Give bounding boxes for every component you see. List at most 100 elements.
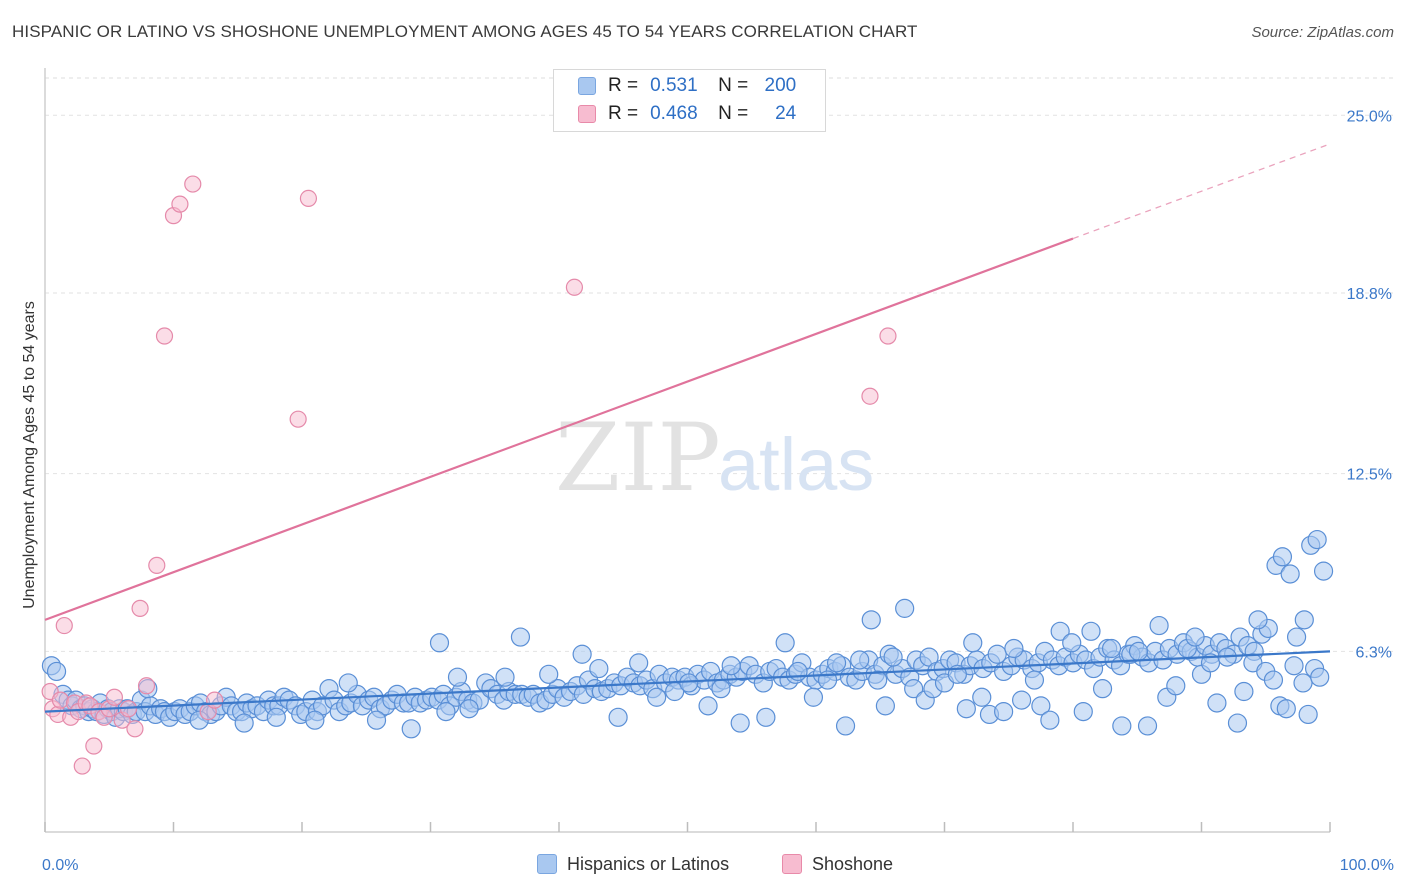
hispanics-point bbox=[608, 707, 628, 727]
hispanics-point bbox=[1200, 653, 1221, 673]
legend-row-hispanics: R = 0.531 N = 200 bbox=[554, 73, 796, 99]
hispanics-point bbox=[1263, 670, 1284, 690]
x-tick-label: 100.0% bbox=[1340, 857, 1394, 874]
hispanics-point bbox=[1031, 696, 1051, 716]
bottom-legend-label-shoshone: Shoshone bbox=[812, 853, 894, 874]
hispanics-point bbox=[1272, 547, 1293, 567]
hispanics-point bbox=[1185, 627, 1205, 647]
legend-n-label: N = bbox=[718, 75, 749, 96]
hispanics-point bbox=[1280, 564, 1300, 584]
hispanics-trend-line bbox=[44, 650, 1331, 713]
hispanics-point bbox=[589, 658, 609, 679]
legend-box: R = 0.531 N = 200 R = 0.468 N = 24 bbox=[553, 69, 826, 132]
y-tick-label: 6.3% bbox=[1356, 644, 1392, 661]
legend-r-value: 0.468 bbox=[650, 103, 698, 124]
shoshone-point bbox=[289, 410, 307, 428]
bottom-swatch-shoshone bbox=[782, 854, 802, 874]
shoshone-point bbox=[171, 195, 189, 213]
hispanics-point bbox=[835, 716, 856, 736]
hispanics-point bbox=[459, 699, 479, 719]
y-tick-label: 12.5% bbox=[1347, 467, 1392, 484]
hispanics-point bbox=[1137, 716, 1158, 736]
shoshone-point bbox=[131, 599, 149, 617]
hispanics-point bbox=[495, 667, 515, 687]
hispanics-point bbox=[1092, 679, 1113, 699]
hispanics-point bbox=[956, 699, 976, 719]
hispanics-point bbox=[868, 670, 888, 690]
watermark: ZIP atlas bbox=[555, 404, 874, 513]
shoshone-points bbox=[41, 175, 897, 775]
hispanics-point bbox=[510, 627, 531, 647]
hispanics-point bbox=[1081, 621, 1101, 641]
hispanics-point bbox=[1011, 690, 1032, 710]
hispanics-point bbox=[994, 701, 1014, 722]
hispanics-point bbox=[826, 653, 847, 673]
hispanics-point bbox=[1286, 627, 1307, 647]
hispanics-point bbox=[875, 696, 895, 716]
hispanics-point bbox=[429, 633, 450, 653]
hispanics-point bbox=[1128, 641, 1149, 661]
hispanics-point bbox=[1040, 710, 1060, 730]
hispanics-point bbox=[1166, 676, 1186, 696]
shoshone-point bbox=[299, 189, 318, 208]
trend-lines bbox=[44, 143, 1331, 713]
hispanics-point bbox=[1234, 681, 1254, 702]
shoshone-trend-extension bbox=[1072, 143, 1331, 240]
legend-row-shoshone: R = 0.468 N = 24 bbox=[554, 101, 796, 127]
hispanics-point bbox=[756, 707, 776, 727]
hispanics-point bbox=[572, 644, 592, 664]
shoshone-point bbox=[861, 387, 879, 405]
shoshone-point bbox=[85, 737, 103, 755]
hispanics-point bbox=[1112, 716, 1132, 736]
hispanics-point bbox=[1149, 615, 1169, 636]
shoshone-point bbox=[55, 616, 73, 635]
legend-n-value: 24 bbox=[775, 103, 797, 124]
legend-n-value: 200 bbox=[764, 75, 797, 96]
hispanics-point bbox=[721, 656, 741, 676]
shoshone-point bbox=[73, 757, 91, 775]
legend-r-label: R = bbox=[608, 75, 639, 96]
hispanics-point bbox=[850, 650, 870, 670]
gridlines bbox=[45, 77, 1395, 652]
hispanics-point bbox=[775, 633, 795, 653]
legend-n-label: N = bbox=[718, 103, 749, 124]
hispanics-point bbox=[401, 719, 421, 739]
hispanics-point bbox=[1293, 673, 1313, 693]
hispanics-point bbox=[1207, 693, 1227, 713]
hispanics-point bbox=[266, 707, 286, 727]
hispanics-point bbox=[338, 673, 358, 693]
hispanics-point bbox=[1227, 713, 1248, 733]
shoshone-point bbox=[105, 688, 123, 706]
hispanics-point bbox=[904, 679, 924, 699]
y-tick-label: 25.0% bbox=[1347, 108, 1392, 125]
shoshone-point bbox=[126, 720, 144, 738]
hispanics-point bbox=[1073, 701, 1093, 722]
hispanics-point bbox=[366, 710, 387, 730]
hispanics-point bbox=[46, 661, 67, 682]
bottom-legend-hispanics: Hispanics or Latinos bbox=[537, 852, 729, 876]
hispanics-points bbox=[41, 529, 1334, 739]
shoshone-point bbox=[148, 556, 166, 574]
shoshone-point bbox=[155, 327, 174, 345]
hispanics-point bbox=[647, 687, 667, 707]
hispanics-point bbox=[883, 647, 903, 667]
watermark-atlas: atlas bbox=[718, 423, 874, 506]
legend-swatch-shoshone bbox=[578, 105, 596, 123]
x-tick-label: 0.0% bbox=[42, 857, 78, 874]
legend-r-label: R = bbox=[608, 103, 639, 124]
bottom-legend-shoshone: Shoshone bbox=[782, 852, 893, 876]
hispanics-point bbox=[1284, 656, 1304, 676]
hispanics-point bbox=[679, 673, 699, 693]
hispanics-point bbox=[629, 653, 649, 673]
hispanics-point bbox=[436, 701, 456, 722]
shoshone-point bbox=[206, 691, 224, 709]
shoshone-trend-line bbox=[44, 237, 1074, 621]
hispanics-point bbox=[305, 710, 325, 730]
hispanics-point bbox=[1276, 699, 1296, 719]
hispanics-point bbox=[963, 633, 983, 653]
bottom-swatch-hispanics bbox=[537, 854, 557, 874]
hispanics-point bbox=[1101, 638, 1122, 659]
hispanics-point bbox=[1024, 670, 1045, 690]
hispanics-point bbox=[234, 713, 254, 733]
shoshone-point bbox=[137, 677, 156, 695]
